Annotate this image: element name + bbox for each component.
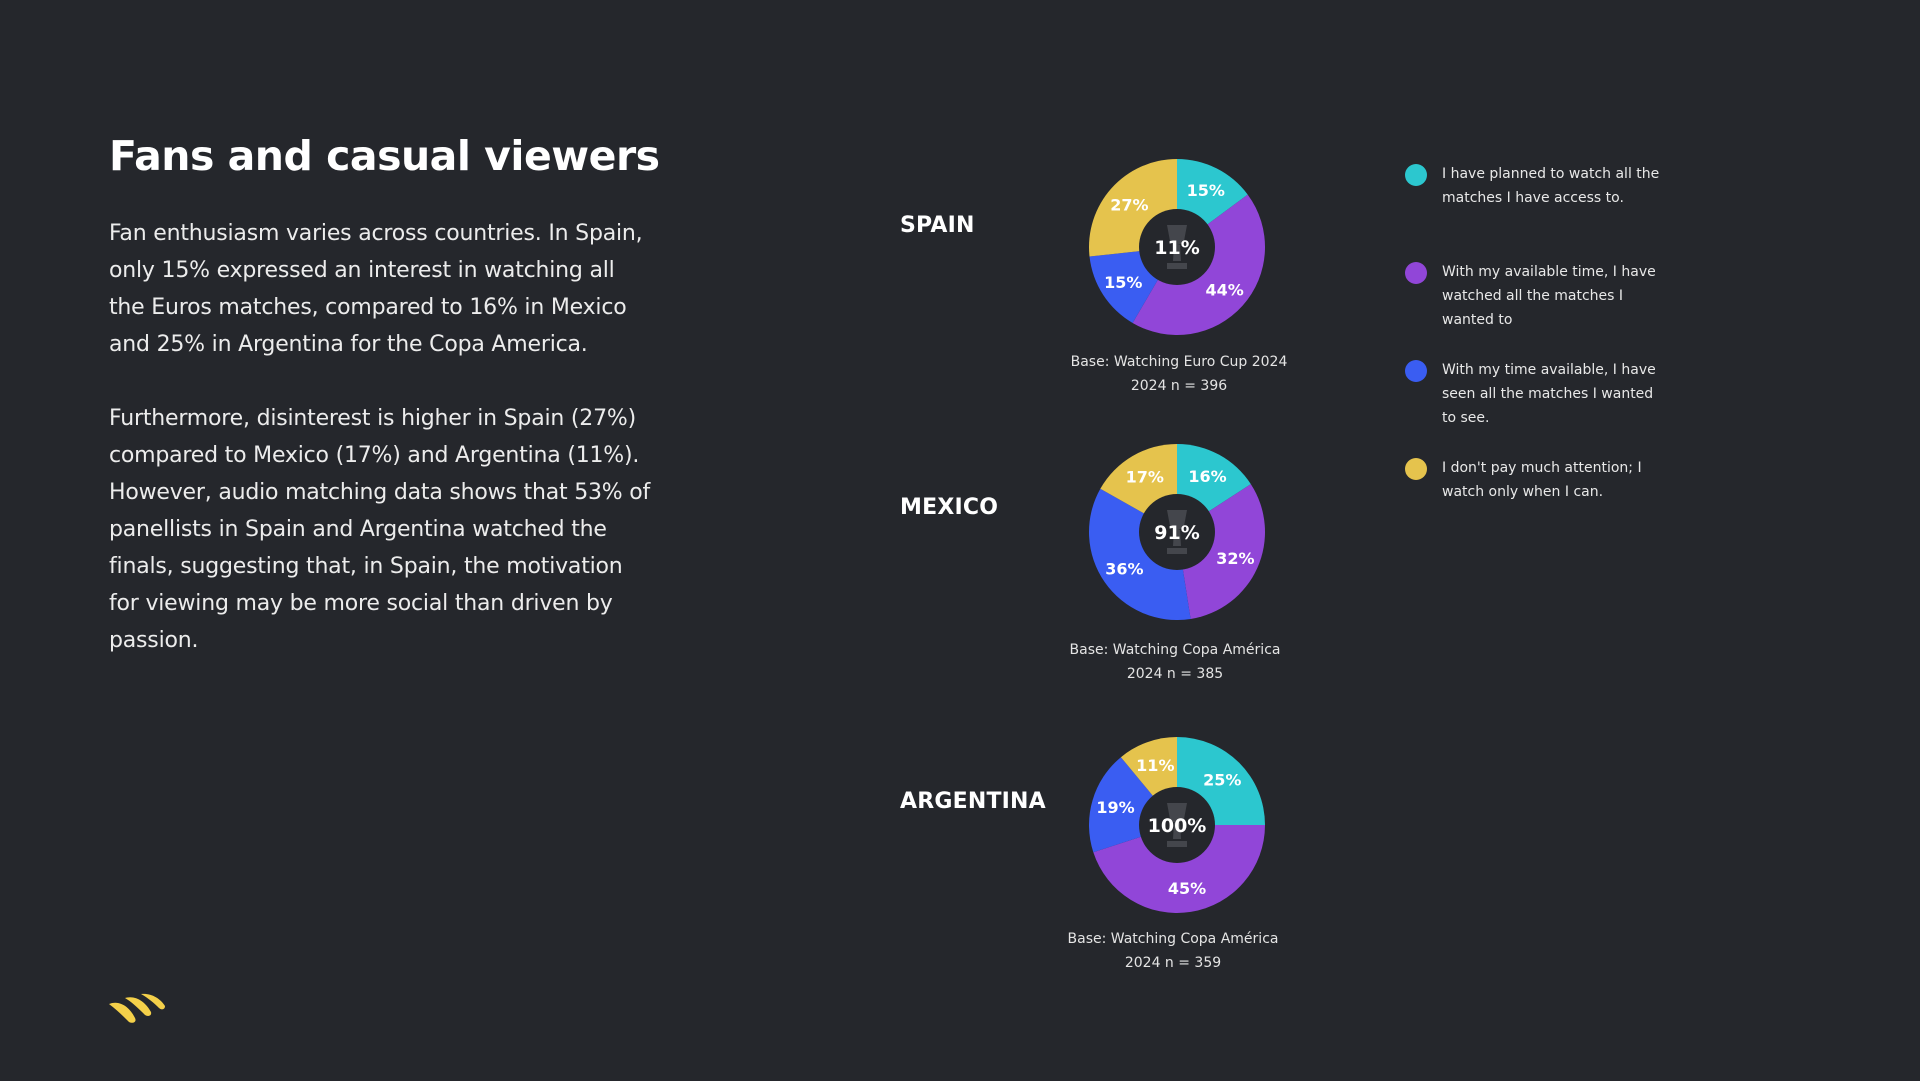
mexico-base-note: Base: Watching Copa América 2024 n = 385 xyxy=(1069,642,1281,682)
mexico-value-label-teal: 16% xyxy=(1188,467,1226,486)
legend-label: I don't pay much attention; I watch only… xyxy=(1442,460,1642,500)
mexico-value-label-yellow: 17% xyxy=(1126,468,1164,487)
spain-base-note: Base: Watching Euro Cup 2024 2024 n = 39… xyxy=(1070,354,1288,394)
mexico-donut-chart: 91% 16% 32% 36% 17% xyxy=(1089,444,1265,620)
trophy-icon xyxy=(1167,510,1187,554)
page-title: Fans and casual viewers xyxy=(109,132,660,180)
legend-dot-teal xyxy=(1405,164,1427,186)
argentina-donut-chart: 100% 25% 45% 19% 11% xyxy=(1089,737,1265,913)
legend-dot-yellow xyxy=(1405,458,1427,480)
brand-logo xyxy=(109,993,165,1023)
mexico-value-label-blue: 36% xyxy=(1105,559,1143,578)
spain-value-label-purple: 44% xyxy=(1206,281,1244,300)
intro-paragraph: Fan enthusiasm varies across countries. … xyxy=(109,221,643,357)
mexico-center-label: 91% xyxy=(1154,522,1199,544)
spain-value-label-blue: 15% xyxy=(1104,273,1142,292)
legend-label: With my time available, I have seen all … xyxy=(1442,362,1656,426)
argentina-base-note: Base: Watching Copa América 2024 n = 359 xyxy=(1067,931,1279,971)
argentina-slice-purple xyxy=(1093,825,1265,913)
spain-value-label-yellow: 27% xyxy=(1110,195,1148,214)
country-label-argentina: ARGENTINA xyxy=(900,789,1046,814)
argentina-center-label: 100% xyxy=(1148,815,1207,837)
trophy-icon xyxy=(1167,225,1187,269)
argentina-value-label-blue: 19% xyxy=(1096,798,1134,817)
argentina-value-label-yellow: 11% xyxy=(1136,756,1174,775)
legend-dot-purple xyxy=(1405,262,1427,284)
country-label-spain: SPAIN xyxy=(900,213,975,238)
legend-label: With my available time, I have watched a… xyxy=(1442,264,1656,328)
mexico-value-label-purple: 32% xyxy=(1216,549,1254,568)
analysis-paragraph: Furthermore, disinterest is higher in Sp… xyxy=(109,406,651,653)
country-label-mexico: MEXICO xyxy=(900,495,999,520)
spain-value-label-teal: 15% xyxy=(1187,181,1225,200)
argentina-value-label-teal: 25% xyxy=(1203,771,1241,790)
spain-center-label: 11% xyxy=(1154,237,1199,259)
spain-donut-chart: 11% 15% 44% 15% 27% xyxy=(1089,159,1265,335)
mexico-slice-blue xyxy=(1089,488,1191,620)
argentina-value-label-purple: 45% xyxy=(1168,879,1206,898)
trophy-icon xyxy=(1167,803,1187,847)
legend-dot-blue xyxy=(1405,360,1427,382)
legend-label: I have planned to watch all the matches … xyxy=(1442,166,1660,206)
